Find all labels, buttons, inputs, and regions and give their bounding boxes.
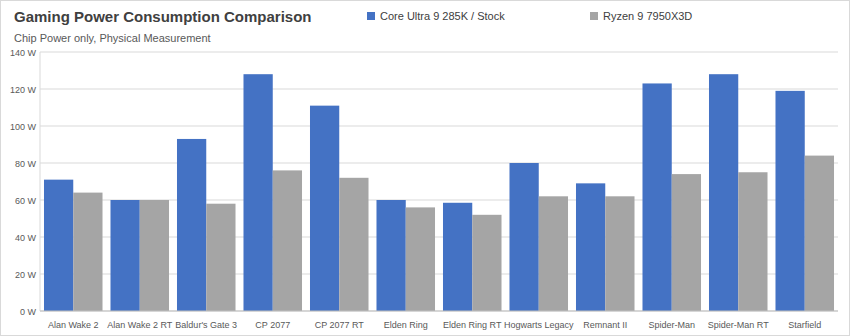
x-tick-label: Alan Wake 2: [48, 320, 99, 330]
x-axis-line: [40, 311, 838, 312]
bar: [472, 215, 501, 311]
bar: [73, 193, 102, 311]
x-tick-label: Hogwarts Legacy: [504, 320, 574, 330]
bar: [140, 200, 169, 311]
bar: [339, 178, 368, 311]
x-tick-label: Alan Wake 2 RT: [107, 320, 173, 330]
bar: [177, 139, 206, 311]
y-tick-label: 0 W: [20, 307, 37, 317]
legend-label: Core Ultra 9 285K / Stock: [380, 10, 505, 22]
bar: [310, 106, 339, 311]
bar: [642, 83, 671, 311]
y-tick-label: 40 W: [15, 233, 37, 243]
x-tick-label: Baldur's Gate 3: [175, 320, 237, 330]
bar: [273, 170, 302, 311]
bar: [576, 183, 605, 311]
bar: [509, 163, 538, 311]
legend-swatch: [367, 12, 375, 20]
bar: [443, 203, 472, 311]
x-tick-label: Elden Ring: [384, 320, 428, 330]
x-tick-label: Starfield: [788, 320, 821, 330]
bar: [206, 204, 235, 311]
legend-swatch: [590, 12, 598, 20]
bar: [709, 74, 738, 311]
bar: [539, 196, 568, 311]
bar: [376, 200, 405, 311]
bar: [406, 207, 435, 311]
x-tick-label: Spider-Man RT: [708, 320, 769, 330]
x-tick-label: CP 2077: [255, 320, 290, 330]
y-tick-label: 60 W: [15, 196, 37, 206]
bars: [44, 74, 834, 311]
x-tick-label: CP 2077 RT: [315, 320, 365, 330]
chart: Gaming Power Consumption Comparison Chip …: [0, 0, 850, 336]
y-tick-label: 80 W: [15, 159, 37, 169]
bar: [44, 180, 73, 311]
y-tick-label: 140 W: [10, 48, 37, 58]
x-tick-label: Elden Ring RT: [443, 320, 502, 330]
subtitle: Chip Power only, Physical Measurement: [14, 32, 211, 44]
bar: [672, 174, 701, 311]
bar: [243, 74, 272, 311]
grid-line: [40, 311, 838, 312]
legend-label: Ryzen 9 7950X3D: [603, 10, 692, 22]
chart-border: [1, 1, 850, 336]
title: Gaming Power Consumption Comparison: [14, 8, 312, 25]
x-tick-label: Remnant II: [583, 320, 627, 330]
grid-line: [40, 52, 838, 53]
bar: [605, 196, 634, 311]
y-tick-label: 100 W: [10, 122, 37, 132]
x-tick-label: Spider-Man: [648, 320, 695, 330]
bar: [110, 200, 139, 311]
bar: [775, 91, 804, 311]
y-axis-line: [40, 52, 41, 311]
bar: [805, 156, 834, 311]
bar: [738, 172, 767, 311]
y-tick-label: 120 W: [10, 85, 37, 95]
y-tick-label: 20 W: [15, 270, 37, 280]
